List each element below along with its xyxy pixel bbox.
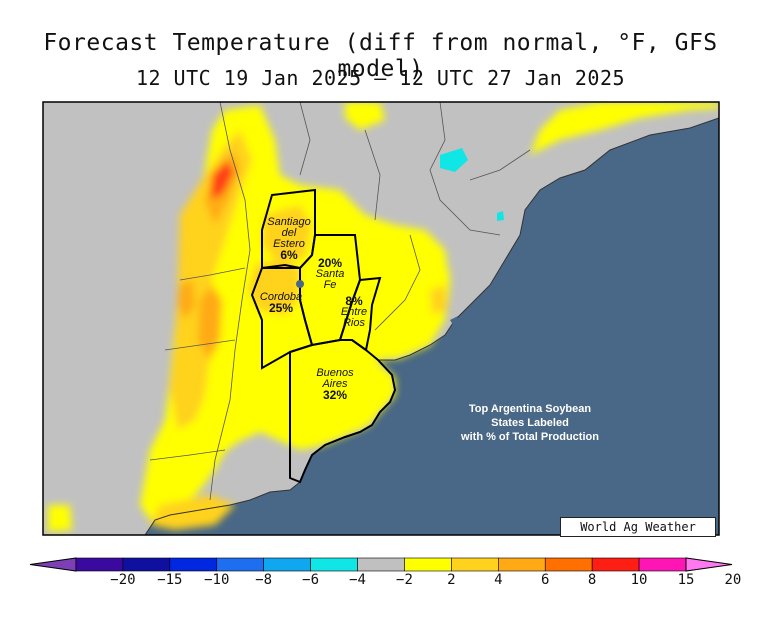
label-cordoba: Cordoba 25% <box>259 291 303 315</box>
legend-swatch <box>310 557 358 572</box>
legend-swatch <box>591 557 640 572</box>
legend-tick-label: 4 <box>494 572 503 588</box>
anomaly-shading <box>48 102 719 532</box>
legend-tick-label: −10 <box>204 572 230 588</box>
legend-arrow-low <box>29 557 77 572</box>
legend-tick-label: 10 <box>630 572 648 588</box>
legend-swatch <box>544 557 593 572</box>
cyan-patch-small <box>497 211 504 221</box>
legend-tick-label: −4 <box>349 572 366 588</box>
map-subtitle: 12 UTC 19 Jan 2025 — 12 UTC 27 Jan 2025 <box>135 66 626 90</box>
legend-tick-label: −8 <box>255 572 273 588</box>
label-buenosaires: Buenos Aires 32% <box>316 367 354 402</box>
legend-tick-label: 15 <box>677 572 695 588</box>
map-title: Forecast Temperature (diff from normal, … <box>43 30 718 82</box>
estuary <box>450 316 458 328</box>
legend-swatch <box>75 557 124 572</box>
legend-swatch <box>216 557 264 572</box>
legend-swatch <box>122 557 171 572</box>
legend-swatch <box>404 557 452 572</box>
label-santiago: Santiago del Estero 6% <box>267 216 311 262</box>
legend-tick-label: 6 <box>541 572 550 588</box>
legend-swatch <box>357 557 405 572</box>
soy-provinces <box>250 188 397 484</box>
legend-swatch <box>451 557 499 572</box>
legend-tick-label: −20 <box>110 572 136 588</box>
legend-tick-label: 8 <box>587 572 597 588</box>
legend-tick-label: −15 <box>157 572 183 588</box>
legend-swatch <box>263 557 311 572</box>
legend-tick-label: −6 <box>302 572 320 588</box>
legend-swatch <box>498 557 546 572</box>
label-santafe: 20% Santa Fe <box>315 256 345 291</box>
legend-arrow-high <box>685 557 733 572</box>
legend-swatch <box>638 557 687 572</box>
map-frame <box>42 101 720 536</box>
credit-box: World Ag Weather <box>560 517 716 537</box>
label-entrerios: 8% Entre Rios <box>340 294 368 329</box>
lake-mar-chiquita <box>296 280 304 288</box>
legend-tick-label: 2 <box>447 572 456 588</box>
legend-tick-label: 20 <box>724 572 742 588</box>
borders <box>149 102 531 501</box>
buenosaires-outline <box>289 339 397 484</box>
legend-swatch <box>169 557 218 572</box>
cyan-patch <box>440 148 468 172</box>
legend-tick-label: −2 <box>396 572 413 588</box>
soybean-note: Top Argentina Soybean States Labeled wit… <box>461 403 599 443</box>
